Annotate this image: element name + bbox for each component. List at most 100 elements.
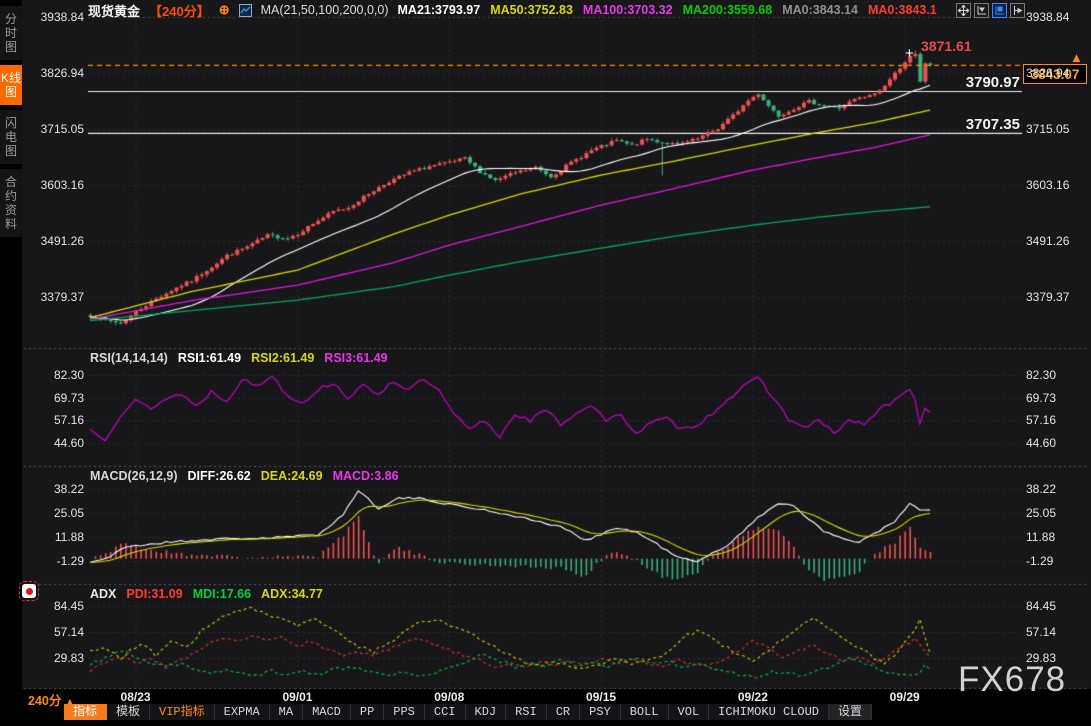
axis-tick-label: 57.16: [1026, 413, 1057, 428]
toolbar-item[interactable]: 模板: [107, 704, 151, 720]
axis-tick-label: 25.05: [1026, 505, 1057, 520]
time-axis-label: 09/29: [889, 690, 920, 704]
toolbar-item[interactable]: 指标: [64, 704, 108, 720]
time-axis-label: 09/01: [282, 690, 313, 704]
toolbar-item[interactable]: CCI: [425, 704, 466, 720]
indicator-header-segment: ADX:34.77: [261, 587, 323, 601]
sidebar: 分时图 K线图闪电图合约资料: [0, 0, 22, 726]
toolbar-item[interactable]: MACD: [303, 704, 351, 720]
ma-values: MA21:3793.97 MA50:3752.83 MA100:3703.32 MA2…: [398, 3, 937, 17]
indicator-header-segment: MACD:3.86: [332, 469, 399, 483]
axis-tick-label: 29.83: [1026, 651, 1057, 665]
axis-tick-label: 57.16: [53, 413, 84, 428]
sidebar-tab-contract-info[interactable]: 合约资料: [0, 169, 22, 237]
indicator-header-segment: DEA:24.69: [260, 469, 323, 483]
bottom-toolbar: 指标 模板 VIP指标 EXPMA MA MACD PP PPS CCI KDJ RSI CR PSY B…: [64, 704, 872, 720]
axis-tick-label: 3826.94: [1026, 66, 1070, 80]
toolbar-item[interactable]: ICHIMOKU CLOUD: [709, 704, 829, 720]
time-axis-period[interactable]: 240分 ▲: [28, 694, 75, 708]
adx-header: ADX PDI:31.09 MDI:17.66 ADX:34.77: [90, 587, 323, 601]
ma-value-chip: MA0:3843.1: [867, 3, 937, 17]
sidebar-tab-kline-chart[interactable]: K线图: [0, 65, 22, 105]
axis-tick-label: 69.73: [53, 390, 84, 405]
rsi-header: RSI(14,14,14) RSI1:61.49 RSI2:61.49 RSI3:61…: [90, 351, 388, 365]
time-axis-label: 09/15: [586, 690, 617, 704]
axis-tick-label: 82.30: [1026, 368, 1057, 382]
indicator-header-segment: PDI:31.09: [126, 587, 183, 601]
axis-tick-label: 3603.16: [1026, 177, 1070, 192]
axis-tick-label: 11.88: [1026, 529, 1056, 544]
toolbar-item[interactable]: VIP指标: [150, 704, 215, 720]
swing-high-label: 3871.61: [921, 38, 972, 54]
current-price-badge: 3843.07: [1023, 64, 1087, 84]
axis-tick-label: 84.45: [53, 599, 84, 613]
ma-value-chip: MA50:3752.83: [490, 3, 573, 17]
toolbar-item[interactable]: MA: [270, 704, 304, 720]
indicator-header-segment: MACD(26,12,9): [90, 469, 178, 483]
axis-tick-label: 3938.84: [40, 10, 84, 24]
ma-indicator-icon[interactable]: [238, 3, 252, 17]
shift-axis-icon[interactable]: [1010, 3, 1025, 18]
scale-axis-active-icon[interactable]: [992, 3, 1007, 18]
ma-value-chip: MA100:3703.32: [582, 3, 673, 17]
axis-tick-label: 3491.26: [40, 234, 84, 248]
axis-tick-label: 3826.94: [40, 66, 84, 80]
price-up-arrow-icon: ▲: [1070, 50, 1083, 65]
axis-tick-label: 3715.05: [40, 122, 84, 136]
sidebar-tab-time-chart[interactable]: 分时图: [0, 6, 22, 60]
axis-tick-label: 3603.16: [40, 177, 84, 192]
chart-header: 现货黄金 【240分】 ⊕ MA(21,50,100,200,0,0) MA21…: [88, 2, 937, 19]
pan-chart-icon[interactable]: [956, 3, 971, 18]
expand-icon[interactable]: ⊕: [218, 2, 230, 17]
toolbar-item[interactable]: CR: [547, 704, 581, 720]
indicator-header-segment: RSI1:61.49: [177, 351, 242, 365]
time-axis-label: 09/08: [434, 690, 465, 704]
axis-tick-label: 3379.37: [1026, 289, 1070, 304]
axis-tick-label: 25.05: [53, 505, 84, 520]
crosshair-marker-icon: +: [905, 45, 914, 62]
indicator-header-segment: MDI:17.66: [192, 587, 252, 601]
axis-tick-label: 11.88: [54, 529, 84, 544]
ma-value-chip: MA0:3843.14: [782, 3, 858, 17]
scale-axis-icon[interactable]: [974, 3, 989, 18]
indicator-header-segment: ADX: [90, 587, 117, 601]
indicator-header-segment: RSI3:61.49: [324, 351, 388, 365]
toolbar-item[interactable]: KDJ: [466, 704, 507, 720]
watermark: FX678: [958, 660, 1067, 699]
sidebar-tab-flash-chart[interactable]: 闪电图: [0, 110, 22, 164]
indicator-header-segment: DIFF:26.62: [187, 469, 251, 483]
macd-header: MACD(26,12,9) DIFF:26.62 DEA:24.69 MACD:3.8…: [90, 469, 399, 483]
period-up-triangle-icon: ▲: [64, 697, 75, 708]
toolbar-item[interactable]: BOLL: [621, 704, 669, 720]
axis-tick-label: 84.45: [1026, 599, 1057, 613]
axis-tick-label: 44.60: [1026, 435, 1057, 450]
toolbar-item[interactable]: RSI: [506, 704, 547, 720]
axis-tick-label: 3379.37: [40, 289, 84, 304]
toolbar-item[interactable]: 设置: [828, 704, 872, 720]
time-axis-label: 09/22: [737, 690, 768, 704]
axis-tick-label: 3938.84: [1026, 10, 1070, 24]
toolbar-item[interactable]: PSY: [580, 704, 621, 720]
axis-tick-label: 29.83: [53, 651, 84, 665]
ma-value-chip: MA21:3793.97: [397, 3, 481, 17]
live-marker-icon[interactable]: [19, 581, 39, 601]
period-selector[interactable]: 【240分】: [149, 3, 210, 19]
symbol-name[interactable]: 现货黄金: [88, 3, 141, 19]
time-axis-label: 08/23: [120, 690, 151, 704]
axis-tick-label: 44.60: [53, 435, 84, 450]
axis-tick-label: 82.30: [53, 368, 84, 382]
chart-tool-icons: [956, 3, 1025, 18]
axis-tick-label: 3715.05: [1026, 122, 1070, 136]
axis-tick-label: 38.22: [1026, 482, 1057, 496]
ma-settings-label: MA(21,50,100,200,0,0): [260, 3, 389, 17]
level-label-2: 3707.35: [965, 116, 1020, 133]
axis-tick-label: -1.29: [56, 553, 84, 568]
axis-tick-label: 57.14: [1026, 625, 1057, 639]
toolbar-item[interactable]: PP: [351, 704, 385, 720]
indicator-header-segment: RSI2:61.49: [251, 351, 315, 365]
axis-tick-label: 69.73: [1026, 390, 1057, 405]
toolbar-item[interactable]: EXPMA: [215, 704, 270, 720]
toolbar-item[interactable]: PPS: [384, 704, 425, 720]
toolbar-item[interactable]: VOL: [669, 704, 710, 720]
